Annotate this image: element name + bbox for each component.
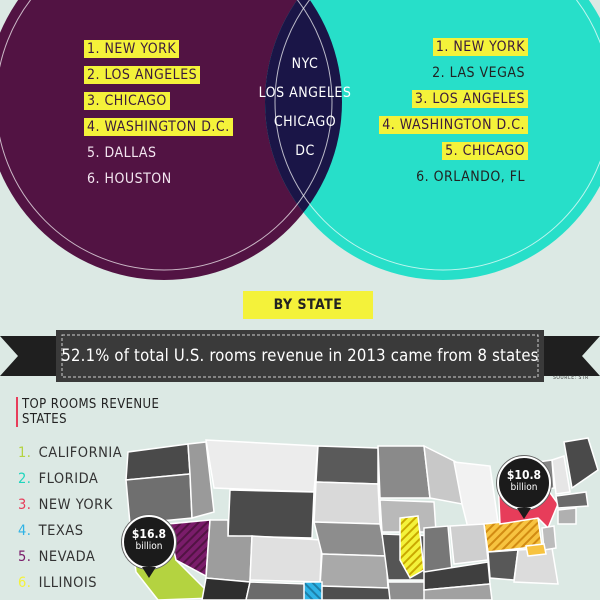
revenue-pin-west: $16.8 billion — [122, 515, 176, 578]
top-states-title: TOP ROOMS REVENUE STATES — [16, 397, 172, 427]
state-north-dakota — [315, 445, 379, 485]
by-state-label: BY STATE — [243, 291, 373, 319]
left-city-item: 1. NEW YORK — [84, 36, 233, 62]
state-item: 5. NEVADA — [18, 544, 122, 570]
banner-text: 52.1% of total U.S. rooms revenue in 201… — [61, 346, 539, 365]
revenue-pin-east: $10.8 billion — [497, 456, 551, 519]
source-note: SOURCE: STR — [553, 375, 589, 381]
left-city-item: 2. LOS ANGELES — [84, 62, 233, 88]
state-michigan — [453, 461, 499, 529]
state-rank: 5. — [18, 549, 32, 565]
state-item: 2. FLORIDA — [18, 466, 122, 492]
state-idaho — [187, 441, 215, 519]
state-name: CALIFORNIA — [38, 445, 123, 461]
ribbon-right-tail — [540, 336, 600, 376]
state-new-hampshire — [551, 455, 571, 495]
right-city-item: 5. CHICAGO — [379, 138, 528, 164]
state-oklahoma — [317, 585, 393, 600]
state-name: FLORIDA — [38, 471, 99, 487]
right-city-item: 1. NEW YORK — [379, 34, 528, 60]
state-south-dakota — [313, 481, 381, 525]
state-kansas — [319, 553, 389, 589]
overlap-city-label: CHICAGO — [273, 114, 337, 130]
left-circle-outline — [0, 0, 333, 271]
state-new-mexico — [245, 581, 309, 600]
top-states-list: 1. CALIFORNIA 2. FLORIDA 3. NEW YORK 4. … — [18, 440, 122, 596]
left-city-item: 4. WASHINGTON D.C. — [84, 114, 233, 140]
left-city-label: 1. NEW YORK — [84, 40, 180, 58]
state-rank: 6. — [18, 575, 32, 591]
state-name: TEXAS — [38, 523, 84, 539]
right-circle — [265, 0, 600, 280]
state-illinois — [399, 515, 425, 580]
state-tennessee — [423, 583, 493, 600]
state-name: NEW YORK — [38, 497, 113, 513]
state-maryland — [525, 543, 547, 557]
pin-amount: $10.8 — [506, 468, 542, 482]
left-city-label: 5. DALLAS — [87, 145, 157, 161]
state-new-jersey — [541, 525, 557, 551]
ribbon-body — [56, 330, 544, 382]
ribbon-left-tail — [0, 336, 60, 376]
state-name: ILLINOIS — [38, 575, 98, 591]
left-city-item: 6. HOUSTON — [84, 166, 233, 192]
left-city-item: 5. DALLAS — [84, 140, 233, 166]
right-circle-outline — [274, 0, 600, 271]
state-maine — [563, 437, 599, 490]
state-montana — [205, 439, 319, 493]
state-minnesota — [377, 445, 431, 499]
overlap-city-label: NYC — [291, 56, 319, 72]
right-city-label: 3. LOS ANGELES — [411, 90, 528, 108]
pin-amount: $16.8 — [131, 527, 167, 541]
overlap-city-list: NYC LOS ANGELES CHICAGO DC — [255, 50, 355, 166]
overlap-city-label: LOS ANGELES — [258, 85, 352, 101]
state-texas — [303, 581, 323, 600]
state-ohio — [449, 523, 489, 565]
state-rank: 2. — [18, 471, 32, 487]
right-city-label: 2. LAS VEGAS — [432, 65, 525, 81]
state-item: 1. CALIFORNIA — [18, 440, 122, 466]
state-arizona — [201, 577, 251, 600]
right-city-item: 6. ORLANDO, FL — [379, 164, 528, 190]
state-colorado — [249, 535, 323, 583]
state-item: 3. NEW YORK — [18, 492, 122, 518]
state-name: NEVADA — [38, 549, 96, 565]
ribbon-stitch — [61, 334, 539, 378]
state-indiana — [423, 525, 453, 573]
right-city-item: 4. WASHINGTON D.C. — [379, 112, 528, 138]
pin-unit: billion — [510, 482, 538, 493]
left-city-list: 1. NEW YORK 2. LOS ANGELES 3. CHICAGO 4.… — [84, 36, 233, 192]
right-city-label: 5. CHICAGO — [442, 142, 528, 160]
left-city-label: 3. CHICAGO — [84, 92, 170, 110]
left-city-label: 6. HOUSTON — [87, 171, 172, 187]
state-rank: 1. — [18, 445, 32, 461]
left-city-label: 2. LOS ANGELES — [84, 66, 201, 84]
state-connecticut — [557, 507, 577, 525]
pin-unit: billion — [135, 541, 163, 552]
state-rank: 3. — [18, 497, 32, 513]
us-map — [125, 437, 599, 600]
state-item: 6. ILLINOIS — [18, 570, 122, 596]
right-city-label: 1. NEW YORK — [432, 38, 528, 56]
state-rank: 4. — [18, 523, 32, 539]
right-city-item: 3. LOS ANGELES — [379, 86, 528, 112]
state-massachusetts — [555, 491, 589, 509]
state-item: 4. TEXAS — [18, 518, 122, 544]
right-city-label: 6. ORLANDO, FL — [416, 169, 525, 185]
left-city-item: 3. CHICAGO — [84, 88, 233, 114]
left-city-label: 4. WASHINGTON D.C. — [84, 118, 233, 136]
overlap-city-label: DC — [295, 143, 315, 159]
banner-ribbon — [0, 330, 600, 382]
state-west-virginia — [487, 549, 519, 581]
right-city-label: 4. WASHINGTON D.C. — [379, 116, 528, 134]
right-city-item: 2. LAS VEGAS — [379, 60, 528, 86]
state-nebraska — [313, 521, 387, 557]
state-wyoming — [227, 489, 315, 539]
right-city-list: 1. NEW YORK 2. LAS VEGAS 3. LOS ANGELES … — [379, 34, 528, 190]
